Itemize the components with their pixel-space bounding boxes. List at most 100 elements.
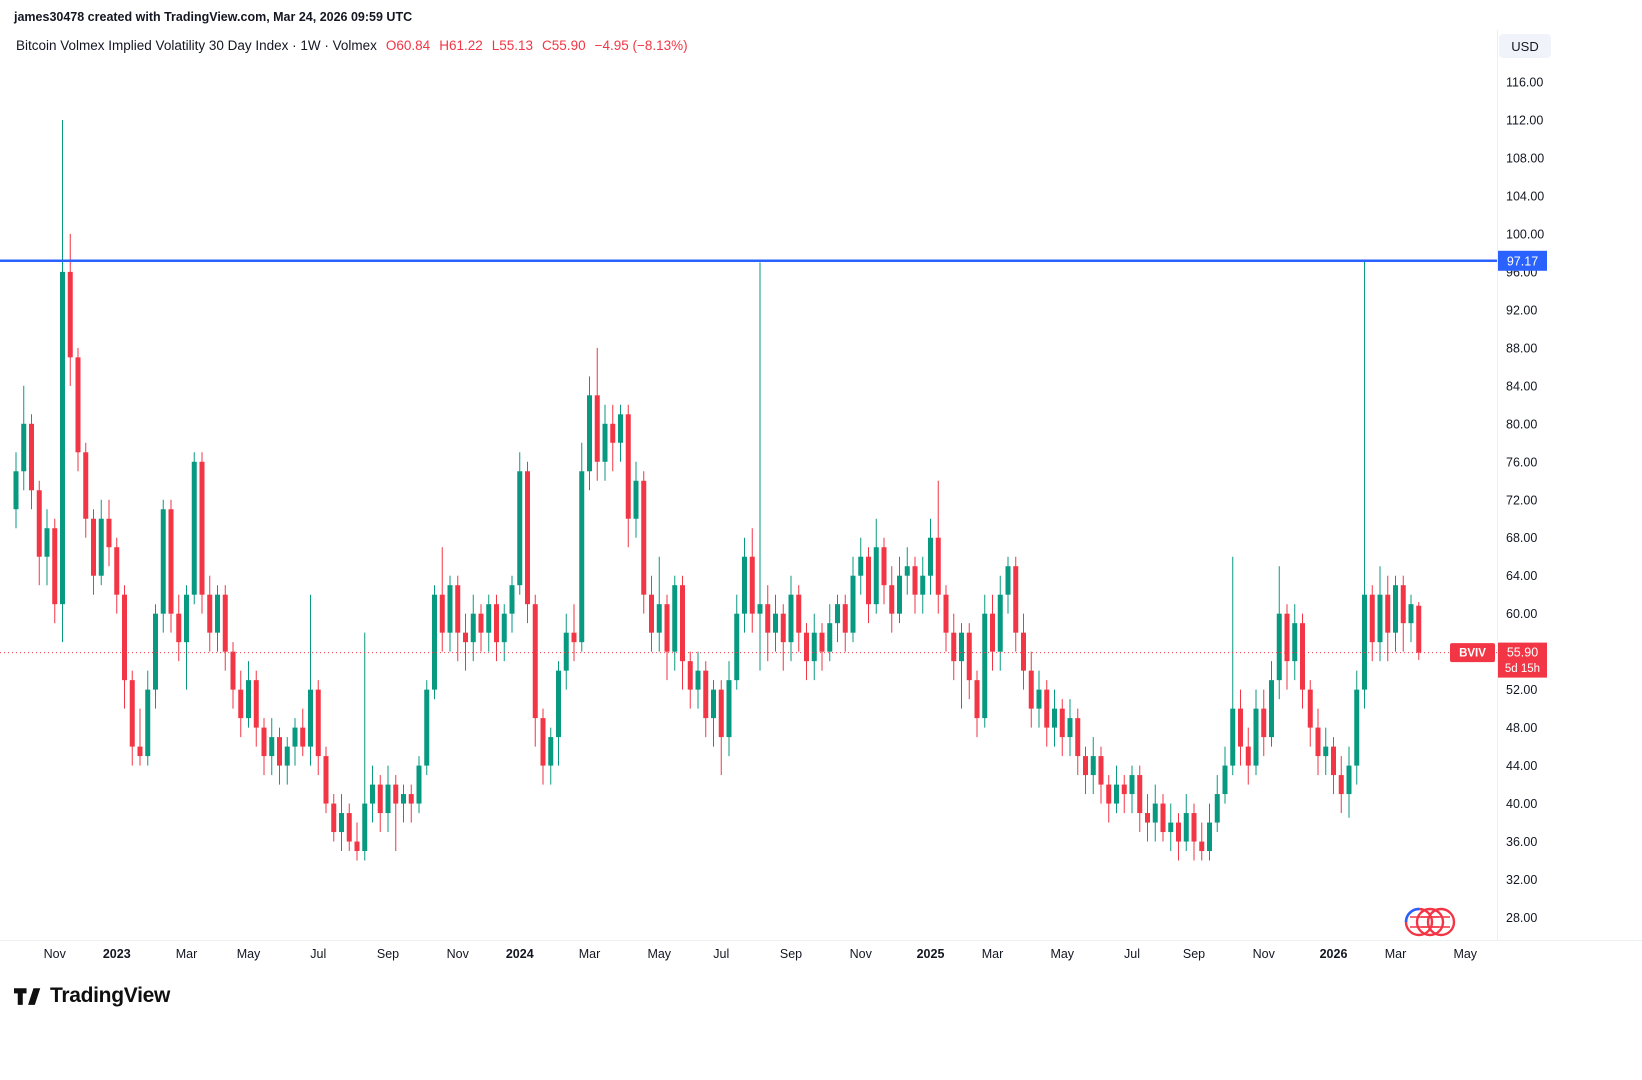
candle-body [625, 414, 631, 519]
candle-body [1059, 708, 1065, 738]
candle-body [1098, 756, 1104, 785]
last-price-axis-label-text: 55.90 [1507, 646, 1538, 660]
candle-body [990, 613, 995, 652]
candle-body [432, 594, 437, 690]
time-axis-label: Nov [1253, 947, 1276, 961]
price-tick-label: 60.00 [1506, 607, 1537, 621]
candle-body [1176, 822, 1181, 842]
candle-body [540, 718, 546, 766]
price-tick-label: 80.00 [1506, 417, 1537, 431]
candle-body [137, 746, 143, 757]
candle-body [742, 556, 747, 614]
tradingview-logo-icon[interactable] [14, 985, 41, 1008]
candle-body [354, 841, 360, 852]
candle-body [393, 784, 399, 804]
candle-body [827, 623, 833, 652]
candle-body [1114, 784, 1119, 804]
candle-body [1183, 813, 1189, 842]
candle-body [1284, 613, 1290, 662]
candle-body [1106, 784, 1112, 804]
candle-body [1323, 746, 1329, 757]
candle-body [1393, 585, 1398, 633]
candle-body [1199, 841, 1205, 852]
candle-body [346, 813, 352, 842]
price-tick-label: 88.00 [1506, 341, 1537, 355]
candle-body [618, 414, 623, 443]
candle-body [1152, 803, 1158, 823]
candle-body [315, 689, 321, 757]
candle-body [1214, 794, 1220, 823]
legend-low-value: L55.13 [491, 38, 534, 53]
time-axis-label: Jul [310, 947, 326, 961]
candle-body [610, 423, 616, 443]
candle-body [1044, 689, 1050, 728]
candle-body [920, 575, 926, 595]
candle-body [951, 632, 957, 662]
candle-body [749, 556, 755, 614]
candle-body [52, 528, 58, 605]
candle-body [1276, 613, 1282, 681]
time-axis-label: 2024 [506, 947, 534, 961]
time-axis-label: May [237, 947, 261, 961]
candle-body [447, 585, 453, 633]
legend: Bitcoin Volmex Implied Volatility 30 Day… [16, 38, 688, 53]
candle-body [641, 480, 647, 595]
price-tick-label: 112.00 [1506, 113, 1543, 127]
candle-body [1028, 670, 1034, 709]
candle-body [1021, 632, 1026, 671]
candle-body [982, 613, 988, 719]
candle-body [439, 594, 445, 633]
candle-body [897, 575, 902, 614]
candle-body [974, 680, 980, 719]
candle-body [602, 423, 608, 462]
candle-body [21, 423, 27, 472]
horizontal-line-axis-label-text: 97.17 [1507, 254, 1538, 268]
candle-body [680, 585, 685, 662]
candle-body [1160, 803, 1166, 833]
candle-body [1036, 689, 1042, 709]
candle-body [83, 452, 89, 519]
price-tick-label: 32.00 [1506, 873, 1537, 887]
candle-body [153, 613, 158, 690]
candle-body [850, 575, 856, 633]
symbol-title[interactable]: Bitcoin Volmex Implied Volatility 30 Day… [16, 38, 377, 53]
time-axis-label: 2026 [1320, 947, 1348, 961]
candle-body [168, 509, 174, 614]
candle-body [687, 661, 693, 690]
currency-unit-button[interactable]: USD [1499, 34, 1551, 58]
candle-body [819, 632, 825, 652]
candle-body [122, 594, 127, 681]
candle-body [904, 566, 910, 576]
candle-body [277, 737, 282, 766]
legend-open-value: O60.84 [385, 38, 431, 53]
last-price-axis-label [1498, 642, 1547, 678]
tradingview-logo-text[interactable]: TradingView [50, 984, 171, 1007]
candle-body [525, 471, 530, 605]
candle-body [1346, 765, 1352, 795]
candle-body [106, 518, 112, 548]
candle-body [60, 271, 65, 605]
candle-body [1377, 594, 1383, 643]
price-tick-label: 76.00 [1506, 455, 1537, 469]
candle-body [734, 613, 740, 681]
candle-body [1005, 566, 1011, 595]
time-axis-label: Sep [1183, 947, 1205, 961]
candle-body [13, 471, 19, 510]
candle-body [835, 604, 840, 624]
symbol-price-tag-text: BVIV [1459, 648, 1486, 660]
candle-body [1245, 746, 1251, 766]
candle-body [594, 395, 600, 462]
candle-body [656, 604, 662, 633]
candle-body [517, 471, 523, 586]
candle-body [1269, 680, 1274, 738]
candle-body [912, 566, 918, 595]
candle-body [1067, 718, 1073, 738]
candle-body [284, 746, 290, 766]
candle-body [184, 594, 189, 643]
candle-body [1261, 708, 1267, 738]
candle-body [804, 632, 809, 662]
candle-body [1137, 775, 1143, 814]
candle-body [424, 689, 430, 766]
time-axis-label: Mar [176, 947, 198, 961]
